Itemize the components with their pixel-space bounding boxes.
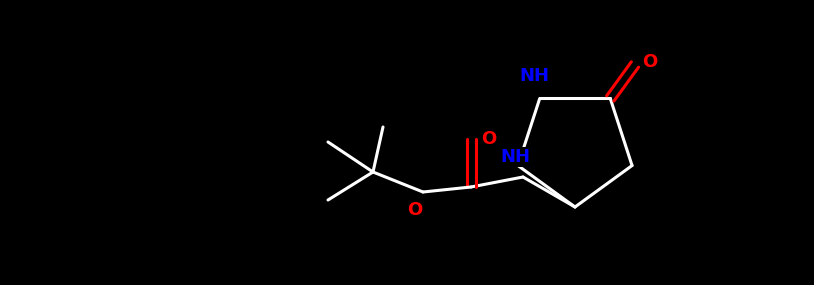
- Text: O: O: [481, 130, 497, 148]
- Text: O: O: [407, 201, 422, 219]
- Text: NH: NH: [519, 68, 549, 86]
- Text: NH: NH: [500, 148, 530, 166]
- Text: O: O: [642, 54, 658, 72]
